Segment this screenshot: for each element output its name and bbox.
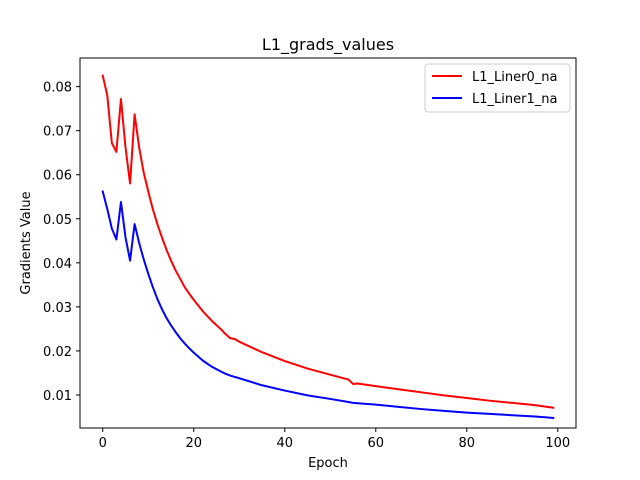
y-axis-label: Gradients Value <box>19 191 34 294</box>
y-tick-label: 0.01 <box>43 389 72 404</box>
x-axis-ticks: 0 20 40 60 80 100 <box>99 428 570 451</box>
series-line-1 <box>101 190 555 419</box>
x-tick-label: 20 <box>185 436 202 451</box>
y-tick-label: 0.07 <box>43 125 72 140</box>
legend: L1_Liner0_na L1_Liner1_na <box>424 63 571 113</box>
y-axis-ticks: 0.01 0.02 0.03 0.04 0.05 0.06 0.07 0.08 <box>43 81 80 404</box>
y-tick-label: 0.03 <box>43 301 72 316</box>
y-tick-label: 0.02 <box>43 345 72 360</box>
x-tick-label: 80 <box>459 436 476 451</box>
x-tick-label: 60 <box>368 436 385 451</box>
y-tick-label: 0.06 <box>43 169 72 184</box>
y-tick-label: 0.05 <box>43 213 72 228</box>
x-tick-label: 0 <box>99 436 107 451</box>
legend-label-liner1: L1_Liner1_na <box>472 92 557 107</box>
legend-label-liner0: L1_Liner0_na <box>472 70 557 85</box>
plot-area <box>79 57 577 429</box>
y-tick-label: 0.04 <box>43 257 72 272</box>
series-layer <box>101 74 555 419</box>
x-tick-label: 40 <box>276 436 293 451</box>
axes-frame <box>79 57 577 429</box>
y-tick-label: 0.08 <box>43 81 72 96</box>
chart-title: L1_grads_values <box>262 35 394 55</box>
x-tick-label: 100 <box>545 436 570 451</box>
series-line-0 <box>101 74 555 409</box>
x-axis-label: Epoch <box>308 456 348 471</box>
